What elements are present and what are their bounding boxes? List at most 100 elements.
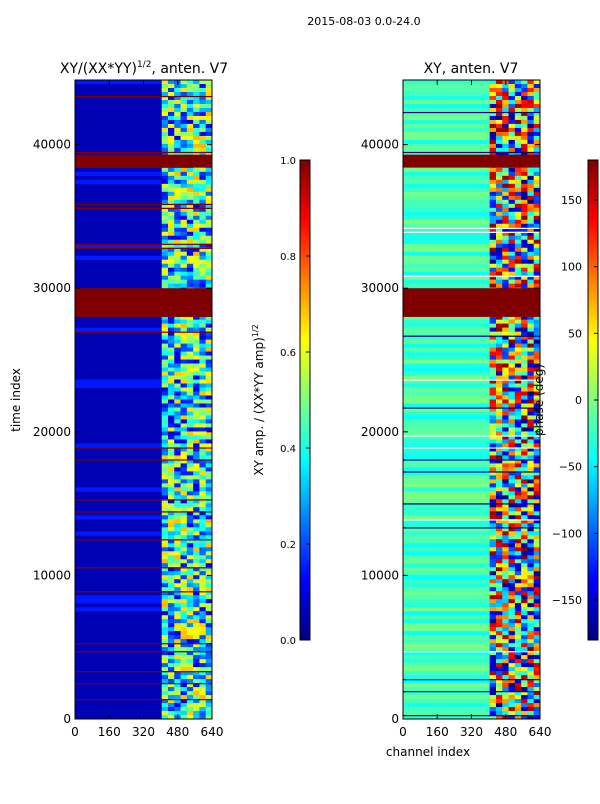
colorbar-tick-label: 100	[561, 261, 582, 274]
heatmap-cell	[180, 379, 188, 384]
heatmap-cell	[193, 115, 200, 121]
heatmap-cell	[489, 199, 497, 205]
heatmap-cell	[533, 403, 541, 408]
heatmap-cell	[161, 147, 169, 153]
heatmap-cell	[527, 571, 535, 576]
heatmap-cell	[180, 615, 188, 620]
heatmap-cell	[403, 415, 490, 420]
heatmap-cell	[174, 327, 181, 333]
heatmap-cell	[174, 515, 181, 520]
heatmap-cell	[167, 259, 175, 265]
heatmap-cell	[193, 191, 200, 197]
heatmap-cell	[514, 523, 522, 528]
heatmap-cell	[205, 327, 213, 333]
heatmap-cell	[533, 519, 541, 524]
heatmap-cell	[533, 127, 541, 133]
heatmap-cell	[75, 80, 162, 85]
heatmap-cell	[205, 275, 213, 281]
heatmap-cell	[508, 391, 516, 396]
heatmap-cell	[193, 375, 200, 380]
heatmap-cell	[521, 467, 528, 472]
heatmap-cell	[403, 575, 490, 580]
heatmap-cell	[533, 203, 541, 209]
heatmap-cell	[186, 555, 194, 560]
y-tick-label: 40000	[33, 138, 71, 152]
heatmap-cell	[495, 487, 503, 492]
heatmap-cell	[508, 207, 516, 213]
heatmap-cell	[489, 80, 497, 85]
heatmap-cell	[527, 211, 535, 217]
heatmap-cell	[180, 407, 188, 412]
heatmap-cell	[527, 259, 535, 265]
heatmap-cell	[495, 227, 503, 233]
heatmap-cell	[508, 639, 516, 644]
heatmap-cell	[174, 491, 181, 496]
heatmap-cell	[180, 499, 188, 504]
heatmap-cell	[205, 503, 213, 508]
panel-amplitude: XY/(XX*YY)1/2, anten. V7 0 160 320 480 640 0…	[9, 60, 228, 739]
heatmap-cell	[167, 599, 175, 604]
heatmap-cell	[533, 555, 541, 560]
heatmap-cell	[193, 271, 200, 277]
heatmap-cell	[193, 239, 200, 245]
heatmap-cell	[205, 407, 213, 412]
heatmap-cell	[495, 183, 503, 189]
heatmap-cell	[193, 403, 200, 408]
heatmap-cell	[533, 579, 541, 584]
heatmap-cell	[514, 391, 522, 396]
heatmap-cell	[514, 115, 522, 121]
heatmap-cell	[186, 427, 194, 432]
heatmap-cell	[167, 691, 175, 696]
heatmap-cell	[199, 187, 207, 193]
heatmap-cell	[186, 643, 194, 648]
heatmap-cell	[180, 399, 188, 404]
heatmap-cell	[502, 547, 509, 552]
heatmap-stripe	[403, 691, 540, 693]
heatmap-cell	[514, 551, 522, 556]
heatmap-cell	[205, 479, 213, 484]
heatmap-cell	[508, 623, 516, 628]
heatmap-cell	[199, 147, 207, 153]
heatmap-cell	[167, 419, 175, 424]
heatmap-cell	[489, 551, 497, 556]
heatmap-cell	[514, 455, 522, 460]
heatmap-cell	[495, 399, 503, 404]
heatmap-cell	[514, 627, 522, 632]
heatmap-cell	[502, 223, 509, 229]
heatmap-cell	[403, 503, 490, 508]
heatmap-cell	[508, 119, 516, 125]
heatmap-cell	[514, 399, 522, 404]
heatmap-cell	[403, 143, 490, 149]
heatmap-cell	[180, 283, 188, 289]
heatmap-cell	[186, 659, 194, 664]
heatmap-cell	[527, 87, 535, 93]
heatmap-cell	[527, 715, 535, 720]
heatmap-cell	[508, 583, 516, 588]
heatmap-cell	[161, 247, 169, 253]
heatmap-cell	[527, 547, 535, 552]
heatmap-cell	[521, 315, 528, 321]
heatmap-cell	[502, 315, 509, 321]
heatmap-cell	[508, 367, 516, 372]
heatmap-cell	[502, 395, 509, 400]
heatmap-cell	[174, 323, 181, 329]
heatmap-cell	[161, 151, 169, 157]
heatmap-cell	[174, 427, 181, 432]
heatmap-cell	[193, 475, 200, 480]
heatmap-cell	[403, 171, 490, 177]
heatmap-cell	[180, 219, 188, 225]
heatmap-cell	[205, 555, 213, 560]
heatmap-cell	[502, 243, 509, 249]
heatmap-cell	[403, 211, 490, 217]
heatmap-cell	[527, 339, 535, 344]
heatmap-cell	[514, 483, 522, 488]
heatmap-cell	[502, 175, 509, 181]
heatmap-cell	[161, 203, 169, 209]
heatmap-cell	[161, 375, 169, 380]
heatmap-cell	[495, 283, 503, 289]
heatmap-cell	[527, 355, 535, 360]
heatmap-cell	[167, 603, 175, 608]
heatmap-cell	[186, 399, 194, 404]
heatmap-cell	[521, 171, 528, 177]
heatmap-cell	[495, 675, 503, 680]
